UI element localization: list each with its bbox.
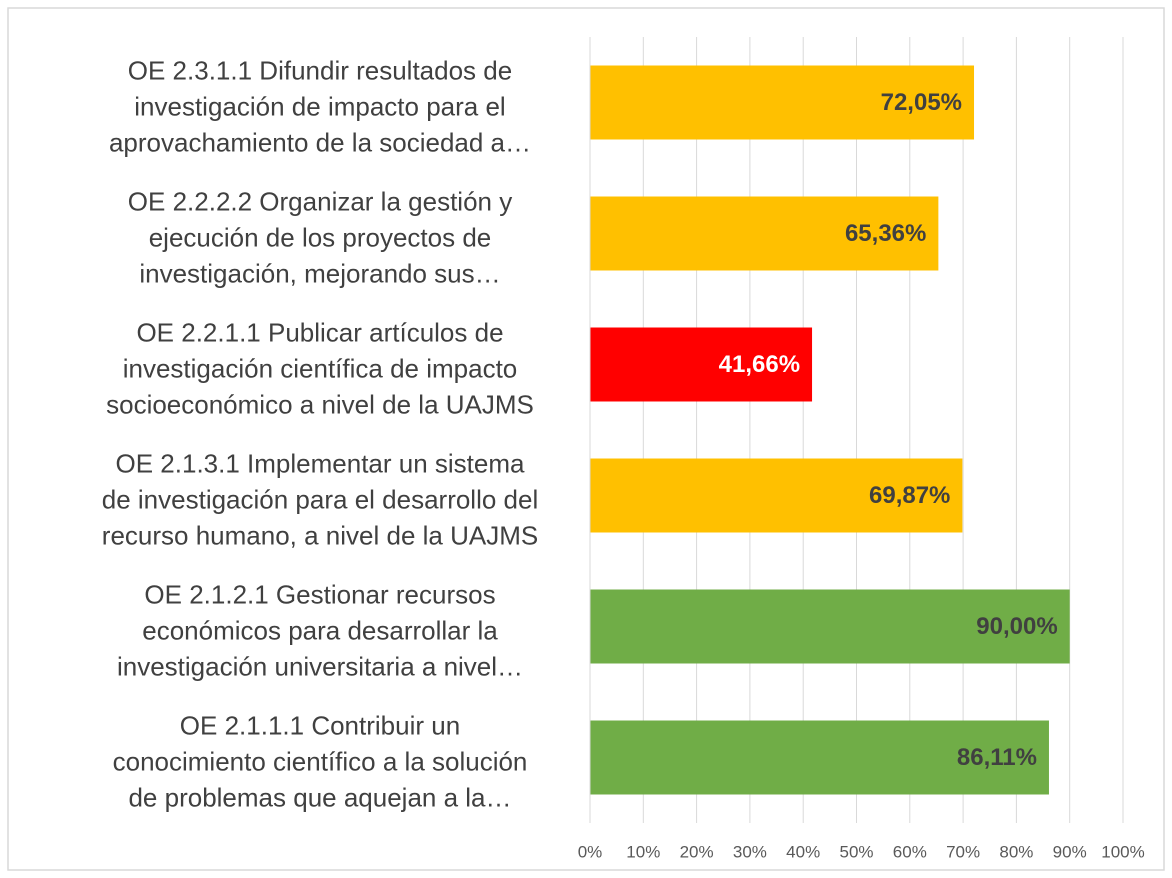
x-tick-label: 30% (733, 842, 767, 861)
x-tick-label: 20% (680, 842, 714, 861)
bar (590, 589, 1070, 664)
value-label: 72,05% (881, 89, 962, 116)
y-tick-label: económicos para desarrollar la (142, 615, 498, 645)
y-tick-label: de problemas que aquejan a la… (128, 782, 511, 812)
y-tick-label: investigación de impacto para el (134, 91, 505, 121)
y-tick-label: OE 2.1.1.1 Contribuir un (180, 710, 460, 740)
value-label: 69,87% (869, 482, 950, 509)
value-label: 65,36% (845, 220, 926, 247)
bar (590, 196, 939, 271)
x-tick-label: 80% (999, 842, 1033, 861)
x-tick-label: 0% (578, 842, 603, 861)
y-tick-label: investigación, mejorando sus… (139, 258, 500, 288)
value-label: 90,00% (976, 613, 1057, 640)
value-label: 41,66% (719, 351, 800, 378)
y-tick-label: aprovachamiento de la sociedad a… (109, 127, 531, 157)
value-label: 86,11% (957, 744, 1037, 771)
y-tick-label: OE 2.3.1.1 Difundir resultados de (128, 55, 512, 85)
x-tick-label: 100% (1101, 842, 1144, 861)
y-tick-label: ejecución de los proyectos de (149, 222, 492, 252)
x-tick-label: 90% (1053, 842, 1087, 861)
y-tick-label: OE 2.2.1.1 Publicar artículos de (136, 317, 503, 347)
y-tick-label: investigación científica de impacto (123, 353, 518, 383)
bar (590, 65, 975, 140)
x-tick-label: 60% (893, 842, 927, 861)
y-tick-label: OE 2.2.2.2 Organizar la gestión y (128, 186, 512, 216)
y-tick-label: OE 2.1.3.1 Implementar un sistema (116, 448, 526, 478)
bar (590, 458, 963, 533)
x-tick-label: 10% (626, 842, 660, 861)
x-tick-label: 70% (946, 842, 980, 861)
x-tick-label: 40% (786, 842, 820, 861)
y-tick-label: de investigación para el desarrollo del (102, 484, 539, 514)
y-tick-label: recurso humano, a nivel de la UAJMS (102, 520, 538, 550)
bar (590, 720, 1049, 795)
y-tick-label: investigación universitaria a nivel… (117, 651, 523, 681)
y-tick-label: OE 2.1.2.1 Gestionar recursos (144, 579, 495, 609)
y-tick-label: conocimiento científico a la solución (113, 746, 528, 776)
bar (590, 327, 813, 402)
x-tick-label: 50% (839, 842, 873, 861)
y-tick-label: socioeconómico a nivel de la UAJMS (106, 389, 534, 419)
